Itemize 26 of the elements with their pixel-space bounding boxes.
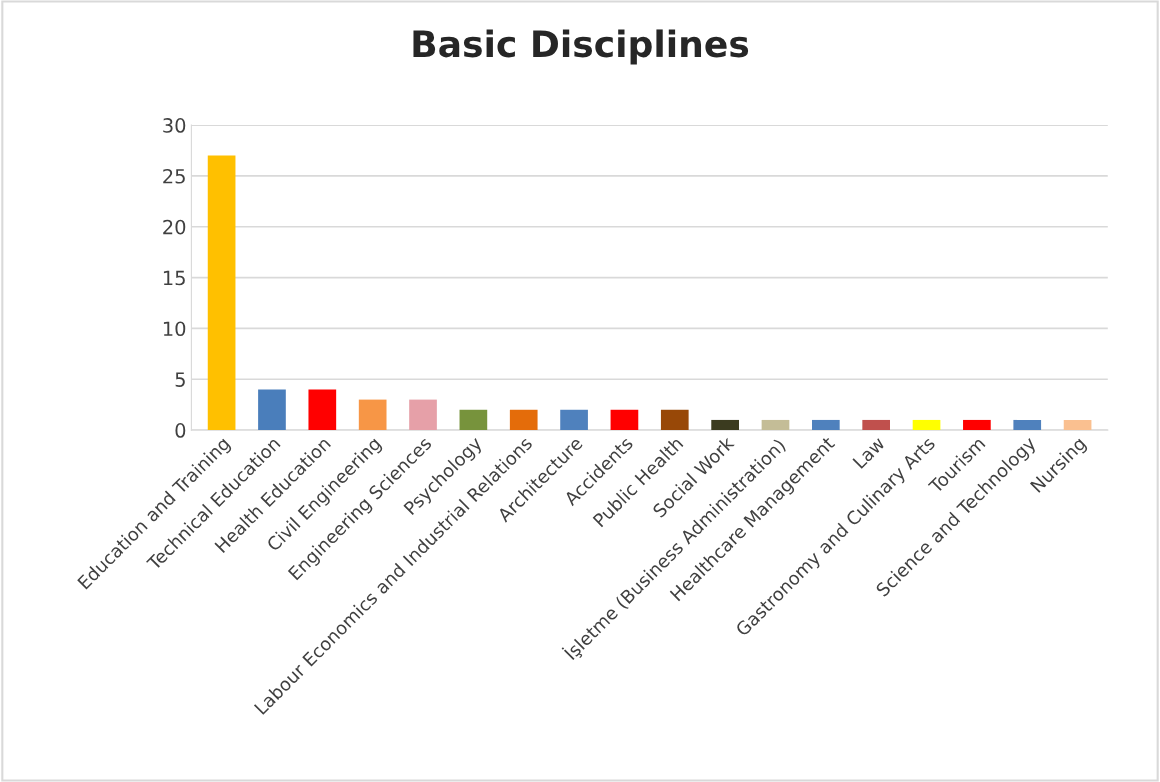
- bar: [560, 409, 588, 431]
- y-tick-label: 25: [163, 168, 185, 184]
- bar: [409, 399, 437, 431]
- bar: [862, 419, 891, 431]
- chart-title: Basic Disciplines: [413, 29, 749, 65]
- bar: [308, 389, 337, 431]
- y-tick-label: 30: [163, 118, 186, 133]
- bar: [811, 419, 840, 431]
- bar: [358, 399, 387, 431]
- bar: [1063, 419, 1092, 431]
- bar: [660, 409, 689, 431]
- y-tick-label: 20: [163, 219, 186, 235]
- bar: [1013, 419, 1042, 431]
- bar: [258, 389, 286, 431]
- bar: [509, 409, 538, 431]
- y-tick-label: 0: [175, 423, 186, 438]
- bar: [459, 409, 488, 431]
- bar: [610, 409, 639, 431]
- bar: [963, 419, 991, 431]
- y-tick-label: 10: [163, 321, 186, 337]
- bar: [761, 419, 790, 431]
- bar: [912, 419, 941, 431]
- y-tick-label: 15: [163, 270, 185, 286]
- bar: [207, 155, 236, 431]
- y-tick-label: 5: [175, 372, 185, 387]
- bar: [711, 419, 739, 431]
